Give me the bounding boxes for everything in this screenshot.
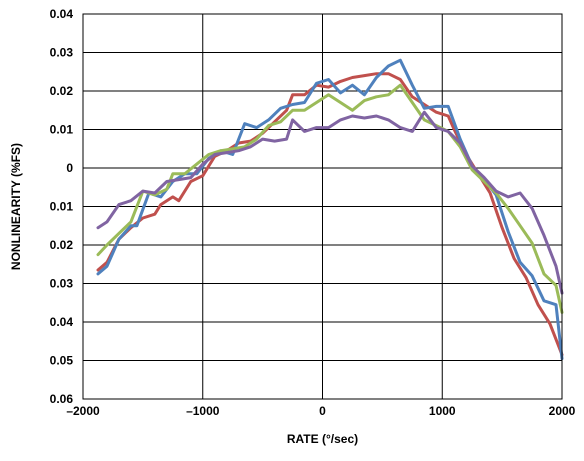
series-line-2 (96, 58, 564, 361)
y-tick-labels: 0.04 0.03 0.02 0.01 0 0.01 0.02 0.03 0.04 0.05 0.0… (50, 7, 74, 406)
y-tick-label: 0.03 (50, 46, 74, 60)
y-tick-label: 0.04 (50, 315, 74, 329)
x-tick-label: –1000 (186, 404, 220, 418)
series-line-4 (96, 110, 564, 295)
series-line-1 (96, 72, 564, 357)
x-tick-label: 1000 (429, 404, 456, 418)
y-axis-title: NONLINEARITY (%FS) (9, 143, 23, 270)
y-tick-label: 0.01 (50, 200, 74, 214)
grid-lines (82, 13, 563, 400)
x-tick-label: –2000 (66, 404, 100, 418)
plot-frame (82, 13, 563, 400)
x-tick-labels: –2000 –1000 0 1000 2000 (66, 404, 575, 418)
y-tick-label: 0.02 (50, 84, 74, 98)
y-tick-label: 0.06 (50, 392, 74, 406)
y-tick-label: 0.02 (50, 238, 74, 252)
y-tick-label: 0.04 (50, 7, 74, 21)
x-tick-label: 2000 (549, 404, 576, 418)
series-lines (96, 58, 564, 361)
x-axis-title: RATE (°/sec) (287, 432, 358, 446)
y-tick-label: 0.03 (50, 277, 74, 291)
x-tick-label: 0 (319, 404, 326, 418)
y-tick-label: 0 (66, 161, 73, 175)
series-line-3 (96, 83, 564, 314)
y-tick-label: 0.05 (50, 354, 74, 368)
y-tick-label: 0.01 (50, 123, 74, 137)
